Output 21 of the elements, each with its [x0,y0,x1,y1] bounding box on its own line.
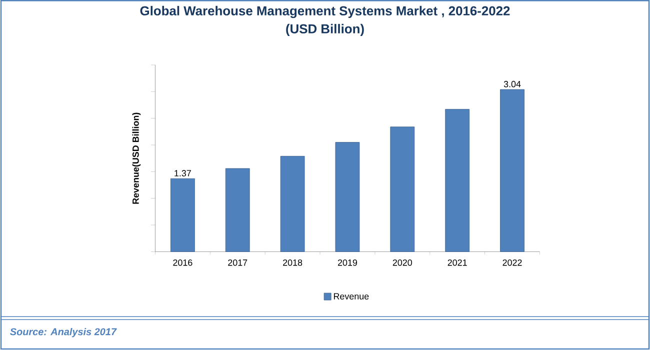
x-tick-label: 2019 [338,260,358,266]
y-axis-title: Revenue(USD Billion) [132,112,141,204]
source-note: Source: Analysis 2017 [10,328,117,338]
bar [335,142,360,252]
data-label: 1.37 [174,170,191,177]
data-label: 3.04 [504,81,521,88]
bar [280,156,305,252]
legend-label: Revenue [334,293,369,300]
x-tick-label: 2021 [448,260,467,266]
chart-subtitle: (USD Billion) [286,24,364,36]
bar [170,178,195,252]
x-tick-label: 2017 [228,260,248,266]
bar [500,89,524,252]
x-tick-label: 2018 [283,260,302,266]
x-tick-label: 2020 [392,260,412,266]
chart-title: Global Warehouse Management Systems Market , 2016-2022 [140,6,510,18]
x-tick-label: 2016 [173,260,192,266]
x-tick-label: 2022 [502,260,522,266]
bar [445,109,470,252]
bar [390,126,415,252]
bar [225,168,250,252]
